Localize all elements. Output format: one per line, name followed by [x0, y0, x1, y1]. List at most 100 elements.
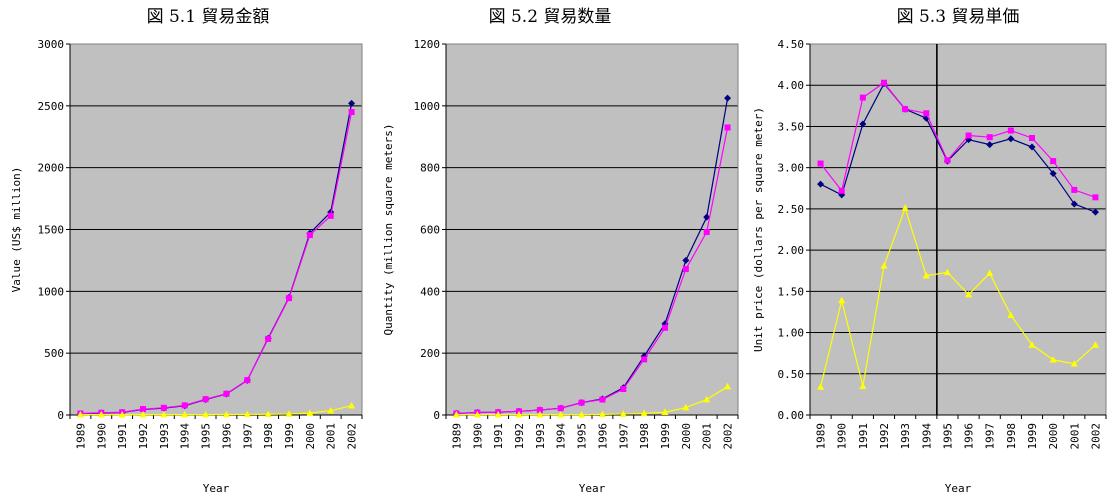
x-tick-label: 1992: [878, 423, 891, 450]
series-2-point: [327, 212, 334, 219]
series-3-point: [986, 269, 994, 276]
x-tick-label: 2002: [346, 423, 359, 450]
series-3-point: [160, 410, 168, 418]
x-tick-label: 1992: [137, 423, 150, 450]
y-axis-label: Quantity (million square meters): [382, 124, 395, 336]
series-2-point: [223, 390, 230, 397]
plot-area: [810, 44, 1106, 415]
series-1-point: [724, 94, 732, 102]
series-3-point: [494, 410, 502, 418]
y-axis-label: Value (US$ million): [10, 167, 23, 293]
series-2-point: [578, 399, 585, 406]
x-tick-label: 2000: [304, 423, 317, 450]
y-tick-label: 1000: [38, 285, 65, 298]
y-tick-label: 600: [420, 224, 440, 237]
x-tick-label: 1999: [659, 423, 672, 450]
x-tick-label: 2000: [680, 423, 693, 450]
y-tick-label: 3.50: [778, 120, 805, 133]
chart-trade-quantity: 図 5.2 貿易数量 0 200 400 600 800 1000 1200 1989 1990 1…: [382, 7, 739, 495]
series-1-point: [1070, 200, 1078, 208]
x-tick-label: 1996: [596, 423, 609, 450]
y-tick-label: 1000: [414, 100, 441, 113]
chart-title: 図 5.2 貿易数量: [489, 7, 612, 27]
series-3-point: [619, 410, 627, 417]
series-2-point: [703, 228, 710, 235]
y-tick-label: 1.50: [778, 285, 805, 298]
series-1-point: [682, 256, 690, 264]
series-3-line: [80, 405, 352, 416]
x-tick-label: 1995: [941, 423, 954, 450]
x-tick-label: 1991: [492, 423, 505, 450]
series-2-point: [838, 187, 845, 194]
x-tick-label: 1990: [836, 423, 849, 450]
x-tick-label: 1991: [857, 423, 870, 450]
series-2-line: [80, 111, 353, 415]
x-tick-label: 1990: [95, 423, 108, 450]
x-tick-label: 1991: [116, 423, 129, 450]
series-3-point: [452, 410, 460, 418]
series-1-point: [1049, 169, 1057, 177]
y-tick-label: 1200: [414, 38, 441, 51]
y-tick-label: 0: [433, 409, 440, 422]
series-2-point: [286, 295, 292, 302]
series-3-point: [682, 403, 690, 411]
x-tick-label: 2002: [1089, 423, 1102, 450]
y-tick-label: 500: [44, 347, 64, 360]
series-1-point: [817, 180, 825, 188]
series-2-point: [265, 335, 272, 342]
y-tick-label: 200: [420, 347, 440, 360]
y-tick-label: 800: [420, 162, 440, 175]
series-1-point: [348, 99, 356, 107]
series-3-point: [943, 268, 951, 276]
series-3-point: [76, 410, 84, 418]
series-2-point: [881, 79, 887, 86]
y-axis-label: Unit price (dollars per square meter): [752, 107, 765, 352]
series-3-point: [598, 410, 606, 418]
series-2-point: [1092, 194, 1099, 201]
series-3-point: [139, 410, 147, 418]
series-2-point: [306, 232, 313, 239]
series-3-point: [222, 410, 230, 418]
series-3-point: [640, 409, 648, 417]
series-2-point: [1007, 127, 1014, 134]
x-tick-label: 1997: [984, 423, 997, 450]
series-2-point: [662, 324, 668, 331]
chart-trade-value: 図 5.1 貿易金額 0 500 1000 1500 2000 2500 3000 1989 19…: [10, 7, 363, 495]
y-tick-label: 4.00: [778, 79, 805, 92]
series-3-point: [243, 410, 251, 418]
series-2-point: [557, 405, 564, 412]
series-2-line: [820, 81, 1096, 198]
series-3-point: [817, 383, 825, 390]
series-1-line: [820, 82, 1096, 213]
chart-panel-3: 図 5.3 貿易単価 0.00 0.50 1.00 1.50 2.00 2.50 3.00 3.…: [746, 0, 1117, 498]
series-3-point: [202, 410, 210, 418]
series-3-point: [1070, 360, 1078, 367]
y-tick-label: 2.50: [778, 203, 805, 216]
series-3-point: [327, 406, 335, 414]
series-2-point: [817, 160, 824, 167]
series-3-point: [348, 401, 356, 409]
series-2-point: [202, 396, 209, 403]
series-2-point: [965, 132, 972, 139]
x-tick-label: 2002: [722, 423, 735, 450]
series-3-point: [1091, 341, 1099, 348]
series-2-point: [923, 110, 930, 117]
x-tick-label: 1993: [158, 423, 171, 450]
x-tick-label: 1996: [963, 423, 976, 450]
series-1-point: [986, 141, 994, 149]
chart-trade-unit-price: 図 5.3 貿易単価 0.00 0.50 1.00 1.50 2.00 2.50 3.00 3.…: [752, 7, 1107, 495]
y-tick-label: 2000: [38, 162, 65, 175]
series-3-point: [181, 410, 189, 418]
series-3-line: [819, 206, 1096, 388]
series-3-point: [473, 410, 481, 418]
series-2-point: [1029, 134, 1035, 141]
series-2-point: [1050, 158, 1057, 165]
series-3-point: [264, 410, 272, 418]
x-tick-label: 2001: [325, 423, 338, 450]
series-1-point: [703, 213, 711, 221]
series-2-point: [944, 157, 951, 164]
series-3-point: [1049, 355, 1057, 363]
x-tick-label: 2000: [1047, 423, 1060, 450]
y-tick-label: 3.00: [778, 162, 805, 175]
x-tick-label: 1998: [262, 423, 275, 450]
